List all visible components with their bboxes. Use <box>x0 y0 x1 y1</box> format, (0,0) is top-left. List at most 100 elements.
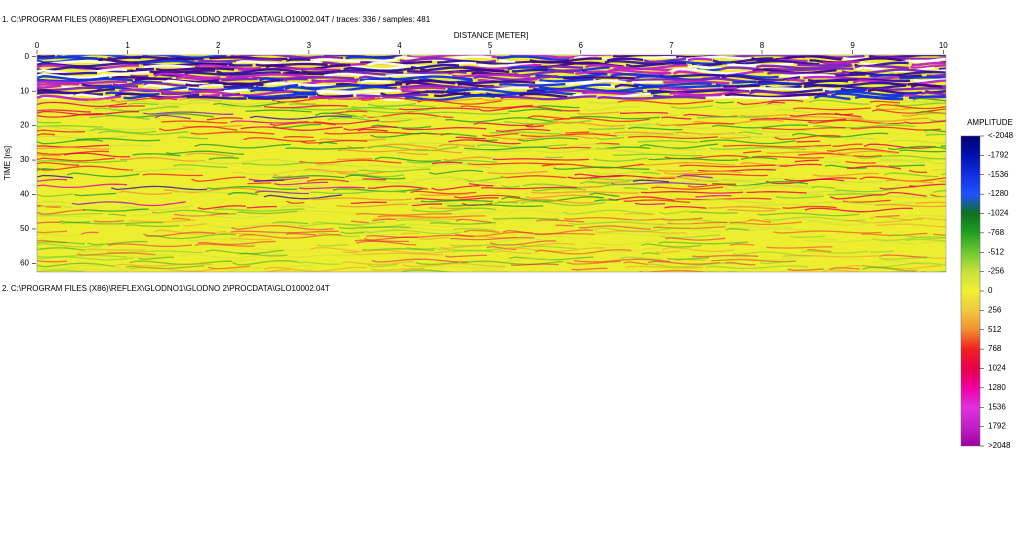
reflection-stripe <box>125 224 180 228</box>
y-tick-label: 40 <box>20 190 29 199</box>
reflection-stripe <box>350 220 369 224</box>
reflection-stripe <box>342 249 451 254</box>
reflection-stripe <box>449 243 516 247</box>
reflection-stripe <box>863 143 936 149</box>
reflection-stripe <box>656 169 694 172</box>
reflection-stripe <box>875 107 912 111</box>
reflection-stripe <box>822 269 919 272</box>
reflection-stripe <box>646 262 743 268</box>
reflection-stripe <box>263 104 349 109</box>
reflection-stripe <box>309 190 407 195</box>
reflection-stripe <box>786 78 805 83</box>
reflection-stripe <box>37 133 56 136</box>
reflection-stripe <box>387 142 484 146</box>
x-tick-label: 1 <box>125 41 130 50</box>
reflection-stripe <box>770 98 813 103</box>
reflection-stripe <box>664 205 707 209</box>
reflection-stripe <box>413 163 492 169</box>
reflection-stripe <box>525 125 544 128</box>
reflection-stripe <box>37 269 86 272</box>
reflection-stripe <box>221 77 258 82</box>
reflection-stripe <box>37 94 122 101</box>
reflection-stripe <box>406 223 468 228</box>
reflection-stripe <box>757 212 860 217</box>
reflection-stripe <box>177 136 208 140</box>
reflection-stripe <box>367 164 411 169</box>
reflection-stripe <box>854 95 904 101</box>
reflection-stripe <box>908 95 946 99</box>
reflection-stripe <box>687 183 736 188</box>
reflection-stripe <box>116 263 213 267</box>
reflection-stripe <box>161 120 228 124</box>
reflection-stripe <box>37 168 56 172</box>
reflection-stripe <box>410 63 460 70</box>
plot-frame <box>36 54 947 273</box>
reflection-stripe <box>568 221 665 226</box>
reflection-stripe <box>545 156 564 159</box>
reflection-stripe <box>112 127 156 131</box>
reflection-stripe <box>571 267 608 271</box>
reflection-stripe <box>669 179 761 184</box>
reflection-stripe <box>470 257 573 264</box>
reflection-stripe <box>589 177 645 181</box>
reflection-stripe <box>796 140 821 143</box>
reflection-stripe <box>749 128 822 134</box>
reflection-stripe <box>695 194 732 198</box>
reflection-stripe <box>294 268 367 272</box>
reflection-stripe <box>374 156 441 162</box>
reflection-stripe <box>925 90 946 94</box>
reflection-stripe <box>723 144 832 148</box>
colorbar-label: -1280 <box>988 189 1009 198</box>
reflection-stripe <box>506 251 538 255</box>
colorbar-label: -1536 <box>988 170 1009 179</box>
reflection-stripe <box>520 133 617 138</box>
reflection-stripe <box>350 227 453 232</box>
reflection-stripe <box>448 178 498 184</box>
reflection-stripe <box>631 80 662 84</box>
x-axis-label: DISTANCE [METER] <box>454 31 529 40</box>
reflection-stripe <box>842 199 891 203</box>
reflection-stripe <box>395 217 462 221</box>
reflection-stripe <box>338 226 411 229</box>
reflection-stripe <box>245 109 312 113</box>
reflection-stripe <box>627 122 652 127</box>
reflection-stripe <box>37 101 128 108</box>
reflection-stripe <box>340 231 365 235</box>
reflection-stripe <box>37 183 128 189</box>
reflection-stripe <box>738 131 763 135</box>
reflection-stripe <box>607 68 668 75</box>
reflection-stripe <box>811 185 836 189</box>
y-tick-label: 20 <box>20 121 29 130</box>
reflection-stripe <box>356 93 429 98</box>
reflection-stripe <box>371 269 402 272</box>
reflection-stripe <box>237 210 298 215</box>
reflection-stripe <box>358 168 431 173</box>
reflection-stripe <box>509 55 612 59</box>
reflection-stripe <box>577 186 602 189</box>
reflection-stripe <box>37 204 62 208</box>
reflection-stripe <box>914 217 946 221</box>
reflection-stripe <box>37 247 86 251</box>
reflection-stripe <box>751 55 842 62</box>
reflection-stripe <box>145 233 237 240</box>
reflection-stripe <box>596 232 681 237</box>
reflection-stripe <box>494 201 519 205</box>
reflection-stripe <box>37 154 61 157</box>
reflection-stripe <box>912 97 946 102</box>
reflection-stripe <box>641 251 660 255</box>
reflection-stripe <box>884 172 939 178</box>
reflection-stripe <box>884 191 927 197</box>
reflection-stripe <box>181 214 266 219</box>
reflection-stripe <box>162 79 205 86</box>
reflection-stripe <box>243 93 316 99</box>
reflection-stripe <box>131 201 186 207</box>
reflection-stripe <box>665 237 726 241</box>
reflection-stripe <box>746 191 807 194</box>
reflection-stripe <box>692 254 759 258</box>
reflection-stripe <box>938 67 946 71</box>
reflection-stripe <box>400 232 420 235</box>
reflection-stripe <box>175 190 254 195</box>
reflection-stripe <box>780 73 835 78</box>
reflection-stripe <box>829 194 885 200</box>
